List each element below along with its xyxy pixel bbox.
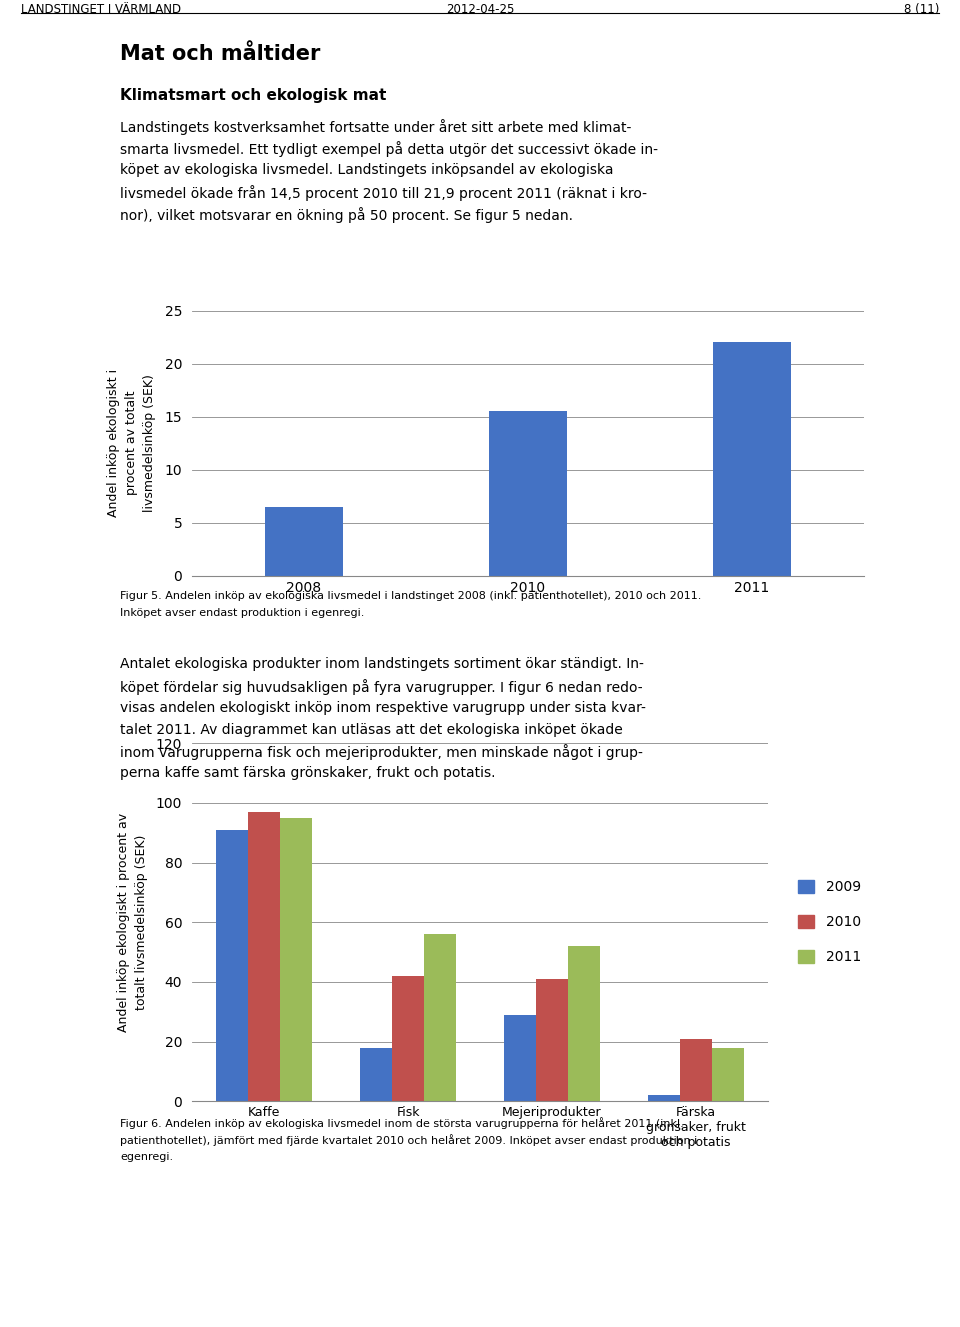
Bar <box>536 979 567 1101</box>
Bar <box>423 934 455 1101</box>
Y-axis label: Andel inköp ekologiskt i
procent av totalt
livsmedelsinköp (SEK): Andel inköp ekologiskt i procent av tota… <box>108 369 156 518</box>
Bar <box>712 1048 744 1101</box>
Text: patienthotellet), jämfört med fjärde kvartalet 2010 och helåret 2009. Inköpet av: patienthotellet), jämfört med fjärde kva… <box>120 1135 697 1147</box>
Bar <box>216 829 248 1101</box>
Bar <box>505 1015 536 1101</box>
Text: Figur 6. Andelen inköp av ekologiska livsmedel inom de största varugrupperna för: Figur 6. Andelen inköp av ekologiska liv… <box>120 1117 684 1129</box>
Legend: 2009, 2010, 2011: 2009, 2010, 2011 <box>792 874 866 970</box>
Bar <box>489 411 567 576</box>
Text: Antalet ekologiska produkter inom landstingets sortiment ökar ständigt. In-: Antalet ekologiska produkter inom landst… <box>120 657 644 671</box>
Text: Inköpet avser endast produktion i egenregi.: Inköpet avser endast produktion i egenre… <box>120 608 365 618</box>
Text: Klimatsmart och ekologisk mat: Klimatsmart och ekologisk mat <box>120 88 386 102</box>
Text: smarta livsmedel. Ett tydligt exempel på detta utgör det successivt ökade in-: smarta livsmedel. Ett tydligt exempel på… <box>120 141 658 158</box>
Bar <box>361 1048 393 1101</box>
Text: LANDSTINGET I VÄRMLAND: LANDSTINGET I VÄRMLAND <box>21 3 181 16</box>
Bar <box>649 1096 681 1101</box>
Text: perna kaffe samt färska grönskaker, frukt och potatis.: perna kaffe samt färska grönskaker, fruk… <box>120 766 495 780</box>
Text: 2012-04-25: 2012-04-25 <box>445 3 515 16</box>
Text: Figur 5. Andelen inköp av ekologiska livsmedel i landstinget 2008 (inkl. patient: Figur 5. Andelen inköp av ekologiska liv… <box>120 591 702 601</box>
Text: Landstingets kostverksamhet fortsatte under året sitt arbete med klimat-: Landstingets kostverksamhet fortsatte un… <box>120 119 632 135</box>
Bar <box>392 977 423 1101</box>
Bar <box>568 946 599 1101</box>
Bar <box>712 342 791 576</box>
Text: inom varugrupperna fisk och mejeriprodukter, men minskade något i grup-: inom varugrupperna fisk och mejeriproduk… <box>120 744 643 760</box>
Text: egenregi.: egenregi. <box>120 1152 173 1162</box>
Text: köpet av ekologiska livsmedel. Landstingets inköpsandel av ekologiska: köpet av ekologiska livsmedel. Landsting… <box>120 163 613 178</box>
Text: nor), vilket motsvarar en ökning på 50 procent. Se figur 5 nedan.: nor), vilket motsvarar en ökning på 50 p… <box>120 207 573 223</box>
Bar <box>280 817 311 1101</box>
Text: 8 (11): 8 (11) <box>903 3 939 16</box>
Bar <box>265 507 344 576</box>
Text: talet 2011. Av diagrammet kan utläsas att det ekologiska inköpet ökade: talet 2011. Av diagrammet kan utläsas at… <box>120 722 623 736</box>
Text: visas andelen ekologiskt inköp inom respektive varugrupp under sista kvar-: visas andelen ekologiskt inköp inom resp… <box>120 701 646 715</box>
Bar <box>248 812 280 1101</box>
Bar <box>681 1039 712 1101</box>
Y-axis label: Andel inköp ekologiskt i procent av
totalt livsmedelsinköp (SEK): Andel inköp ekologiskt i procent av tota… <box>116 812 148 1032</box>
Text: livsmedel ökade från 14,5 procent 2010 till 21,9 procent 2011 (räknat i kro-: livsmedel ökade från 14,5 procent 2010 t… <box>120 184 647 202</box>
Text: Mat och måltider: Mat och måltider <box>120 44 321 64</box>
Text: köpet fördelar sig huvudsakligen på fyra varugrupper. I figur 6 nedan redo-: köpet fördelar sig huvudsakligen på fyra… <box>120 678 642 695</box>
